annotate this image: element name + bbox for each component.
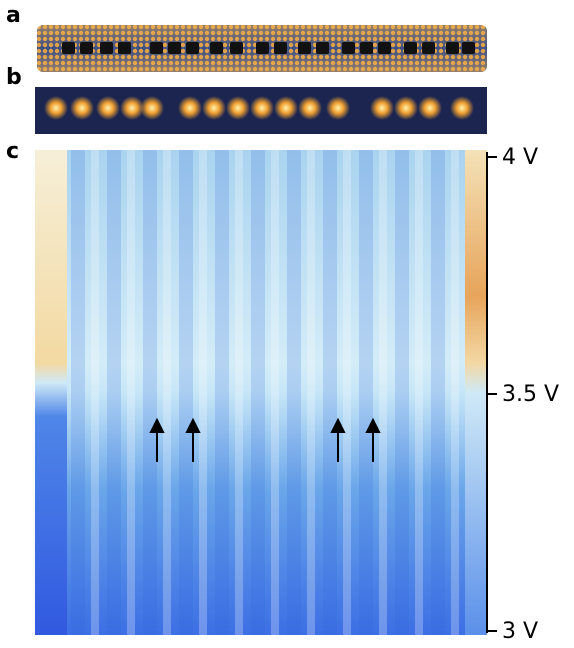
vacancy bbox=[462, 42, 475, 54]
spot bbox=[298, 96, 322, 120]
vacancy bbox=[230, 42, 243, 54]
spot bbox=[178, 96, 202, 120]
vacancy bbox=[274, 42, 287, 54]
vacancy bbox=[404, 42, 417, 54]
vacancy bbox=[422, 42, 435, 54]
vacancy bbox=[298, 42, 311, 54]
vacancy bbox=[446, 42, 459, 54]
spot bbox=[274, 96, 298, 120]
vacancy bbox=[360, 42, 373, 54]
vacancy bbox=[256, 42, 269, 54]
spot bbox=[70, 96, 94, 120]
spot bbox=[394, 96, 418, 120]
spot bbox=[450, 96, 474, 120]
spot bbox=[418, 96, 442, 120]
vacancy bbox=[316, 42, 329, 54]
panel-label: b bbox=[6, 65, 22, 90]
vacancy bbox=[150, 42, 163, 54]
vacancy bbox=[62, 42, 75, 54]
spectral-stripes bbox=[67, 150, 467, 635]
arrows bbox=[149, 417, 381, 462]
tick-label: 3.5 V bbox=[502, 382, 559, 407]
vacancy bbox=[118, 42, 131, 54]
panel-label: c bbox=[6, 139, 19, 164]
vacancy bbox=[186, 42, 199, 54]
vacancy bbox=[378, 42, 391, 54]
tick-label: 3 V bbox=[502, 619, 538, 644]
spot bbox=[120, 96, 144, 120]
spectral-edge bbox=[35, 150, 67, 635]
spot bbox=[44, 96, 68, 120]
vacancies bbox=[62, 42, 475, 54]
spot bbox=[250, 96, 274, 120]
panel-label: a bbox=[6, 3, 21, 28]
spot bbox=[202, 96, 226, 120]
vacancy bbox=[210, 42, 223, 54]
spot bbox=[226, 96, 250, 120]
spot bbox=[96, 96, 120, 120]
spectral-edge bbox=[465, 150, 487, 635]
spot bbox=[326, 96, 350, 120]
vacancy bbox=[100, 42, 113, 54]
spot bbox=[140, 96, 164, 120]
tick-label: 4 V bbox=[502, 145, 538, 170]
vacancy bbox=[80, 42, 93, 54]
spots bbox=[44, 96, 474, 120]
vacancy bbox=[168, 42, 181, 54]
vacancy bbox=[342, 42, 355, 54]
spot bbox=[370, 96, 394, 120]
